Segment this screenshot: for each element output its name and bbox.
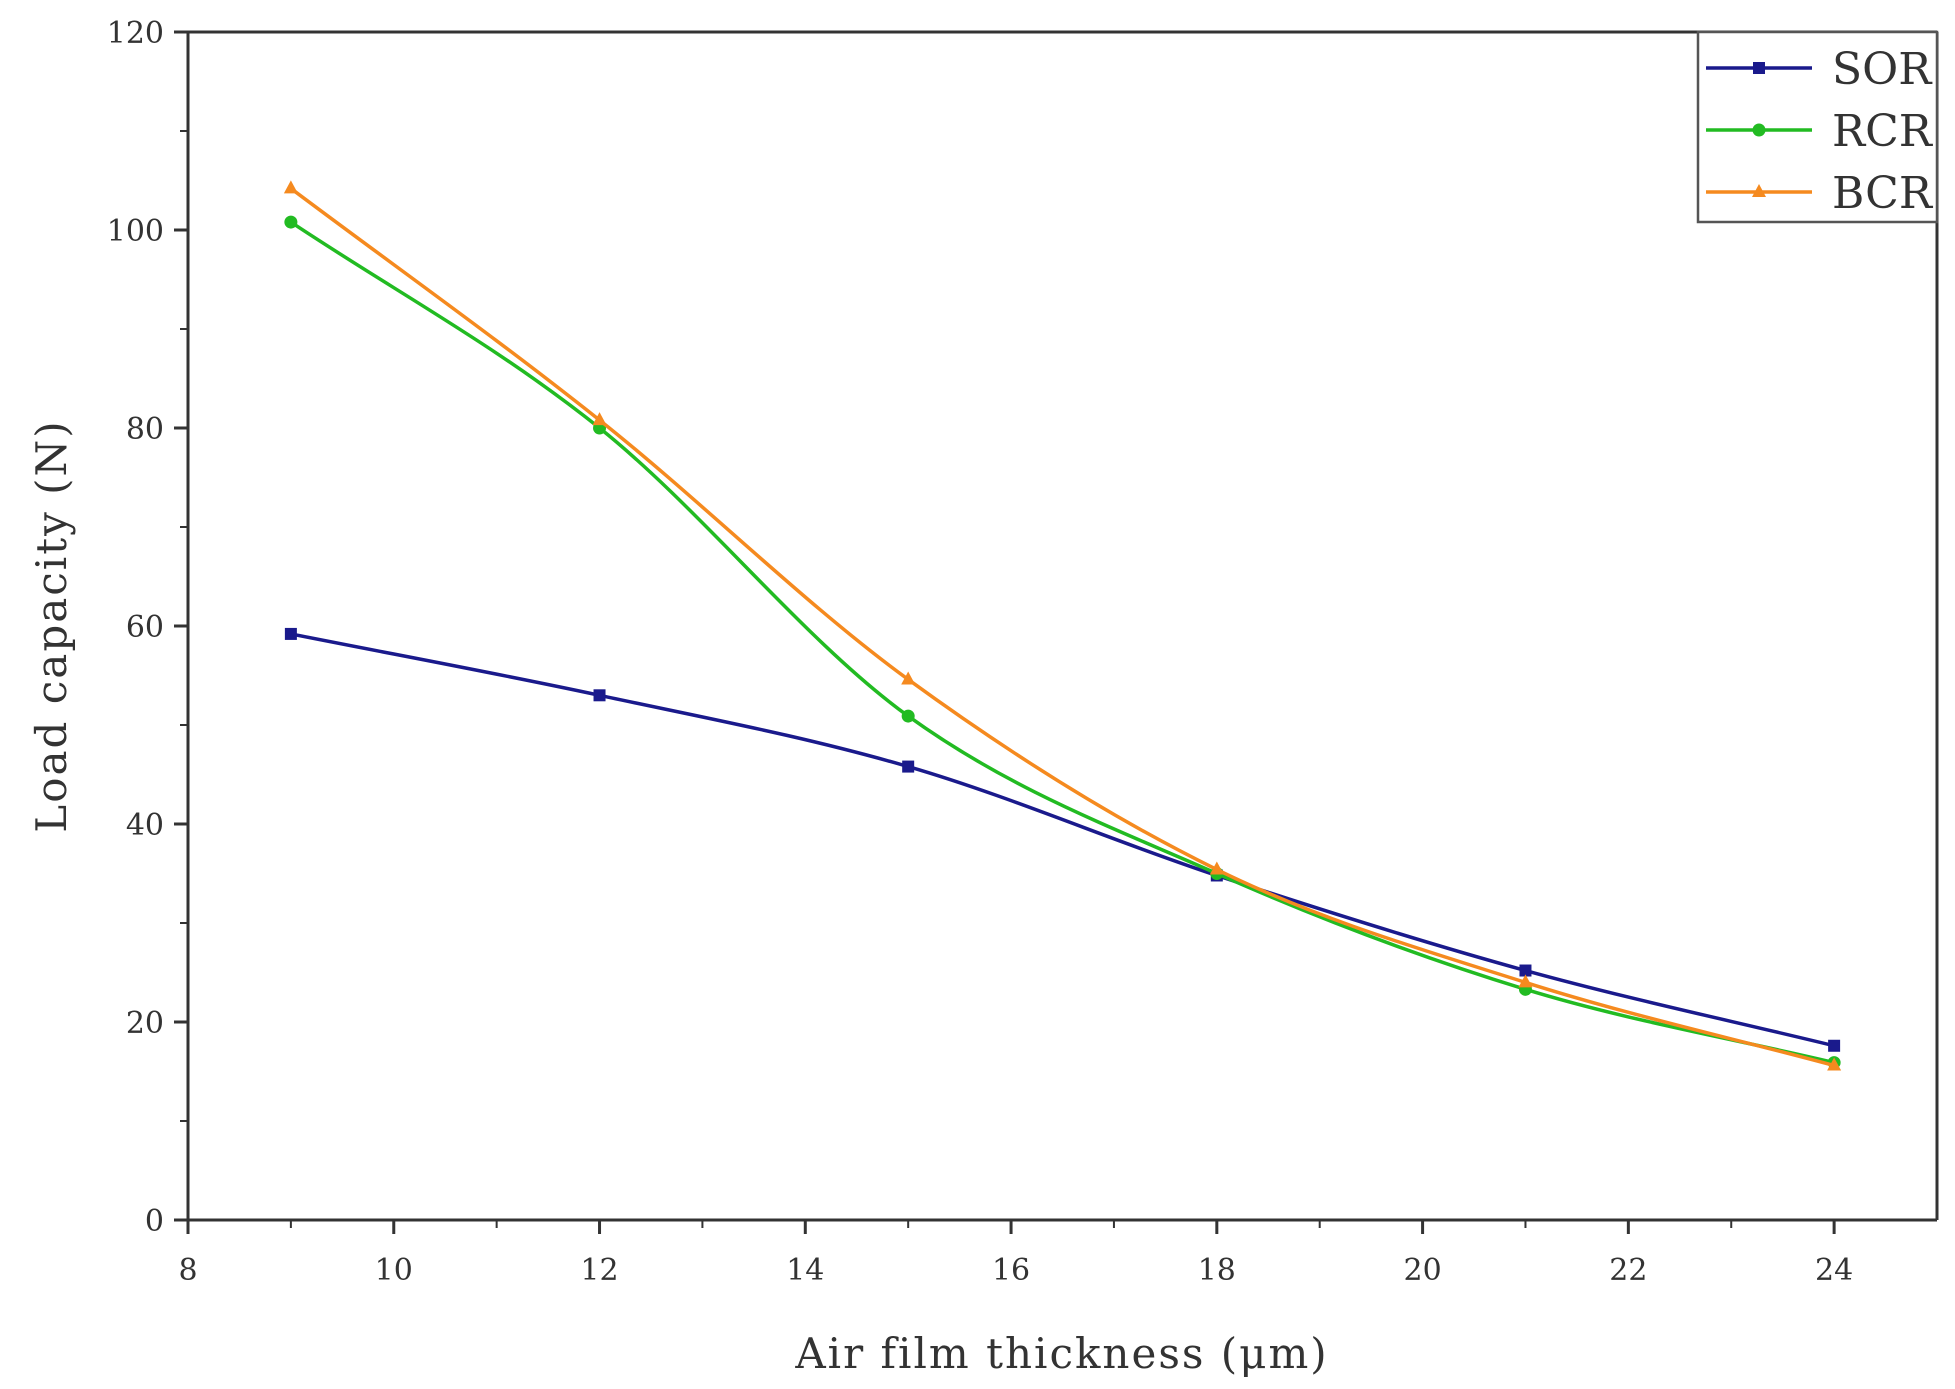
data-point-sor — [284, 627, 297, 640]
series-line-bcr — [289, 187, 1835, 1068]
legend-marker-sor — [1753, 62, 1765, 74]
legend-marker-bcr — [1752, 184, 1766, 197]
legend-marker-rcr — [1752, 123, 1766, 137]
data-point-sor — [902, 760, 915, 773]
y-tick-label: 60 — [126, 610, 164, 645]
y-tick-label: 0 — [145, 1204, 164, 1239]
y-tick-label: 20 — [126, 1006, 164, 1041]
data-point-bcr — [1209, 861, 1224, 875]
x-tick-label: 24 — [1815, 1253, 1853, 1288]
x-axis-title: Air film thickness (μm) — [794, 1329, 1328, 1378]
axes — [186, 30, 1939, 1222]
x-tick-label: 20 — [1403, 1253, 1441, 1288]
series-sor — [284, 627, 1841, 1052]
data-point-bcr — [592, 412, 607, 426]
x-tick-label: 8 — [178, 1253, 197, 1288]
series-line-sor — [290, 632, 1835, 1048]
legend-label-rcr: RCR — [1832, 106, 1934, 157]
data-point-bcr — [1518, 974, 1533, 988]
data-point-sor — [1828, 1039, 1841, 1052]
legend-label-bcr: BCR — [1832, 168, 1934, 219]
legend: SOR RCR BCR — [1696, 30, 1939, 224]
x-tick-label: 16 — [992, 1253, 1030, 1288]
legend-label-sor: SOR — [1832, 44, 1933, 95]
ticks: 8 10 12 14 16 18 20 22 24 0 20 40 60 80 100 120 — [107, 16, 1853, 1288]
y-tick-label: 120 — [107, 16, 164, 51]
data-point-bcr — [901, 671, 916, 685]
x-tick-label: 10 — [375, 1253, 413, 1288]
series-bcr — [283, 180, 1842, 1071]
y-axis-title: Load capacity (N) — [27, 419, 76, 832]
data-point-sor — [1519, 964, 1532, 977]
x-tick-label: 14 — [786, 1253, 824, 1288]
data-point-sor — [593, 689, 606, 702]
x-tick-label: 12 — [580, 1253, 618, 1288]
x-tick-label: 22 — [1609, 1253, 1647, 1288]
data-point-bcr — [1827, 1057, 1842, 1071]
x-tick-label: 18 — [1198, 1253, 1236, 1288]
y-tick-label: 40 — [126, 808, 164, 843]
series-rcr — [284, 215, 1841, 1070]
series-line-rcr — [289, 220, 1835, 1065]
data-point-rcr — [284, 215, 298, 229]
y-tick-label: 100 — [107, 214, 164, 249]
data-point-rcr — [901, 709, 915, 723]
y-tick-label: 80 — [126, 412, 164, 447]
plot-area — [283, 180, 1842, 1071]
data-point-bcr — [283, 180, 298, 194]
